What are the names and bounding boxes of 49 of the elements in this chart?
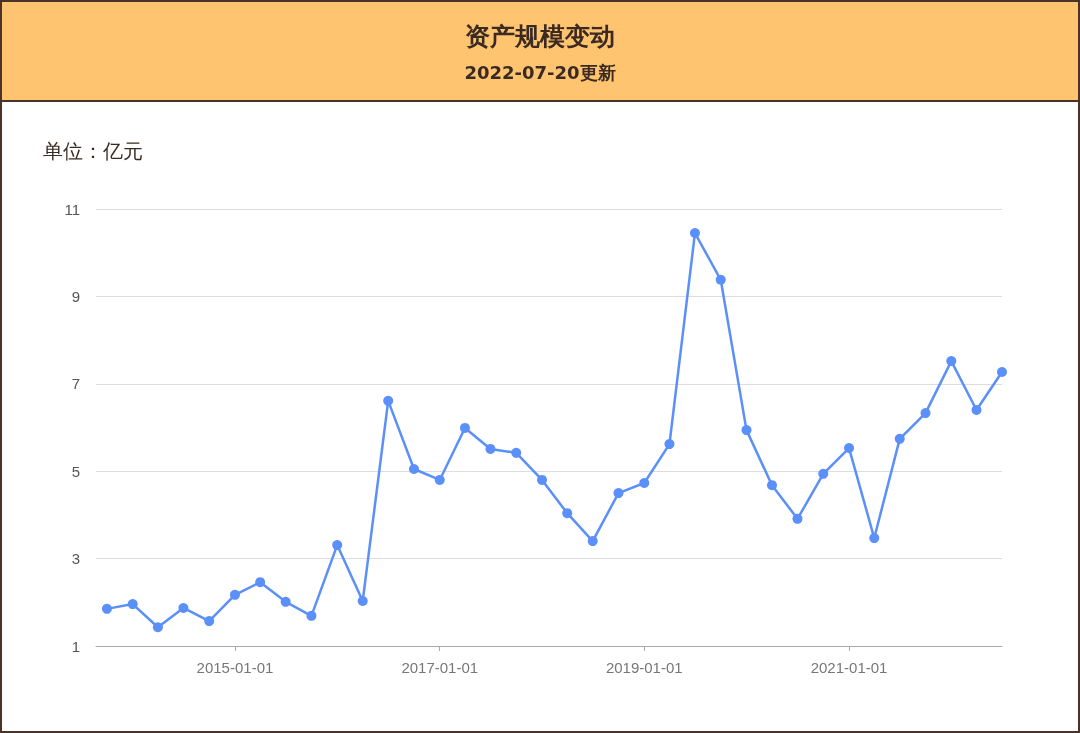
y-axis-title: 单位：亿元 [43, 139, 143, 163]
point [127, 599, 138, 610]
point [792, 513, 803, 524]
y-tick-label: 3 [71, 550, 80, 568]
point [844, 443, 855, 454]
x-tick-label: 2021-01-01 [810, 659, 888, 676]
point [818, 468, 829, 479]
point [997, 367, 1007, 377]
point [639, 478, 650, 488]
point [229, 589, 240, 600]
point [357, 595, 368, 606]
point [204, 616, 215, 627]
point [485, 443, 496, 454]
point [689, 228, 700, 239]
x-tick-label: 2015-01-01 [196, 659, 274, 676]
point [767, 480, 777, 491]
point [715, 274, 726, 285]
point [459, 422, 470, 433]
point [511, 447, 522, 458]
point [971, 405, 982, 416]
point [920, 408, 931, 419]
point [280, 596, 291, 607]
y-tick-label: 7 [71, 375, 80, 393]
y-tick-label: 5 [71, 462, 80, 480]
point [537, 474, 547, 485]
point [664, 439, 675, 450]
point [894, 433, 905, 444]
point [613, 488, 624, 499]
point [741, 425, 752, 436]
point [587, 536, 598, 547]
point [434, 474, 445, 485]
point [306, 610, 317, 621]
x-tick-label: 2019-01-01 [605, 659, 683, 676]
point [152, 622, 163, 633]
y-tick-label: 1 [71, 637, 80, 655]
chart-title: 资产规模变动 [464, 21, 616, 53]
point [178, 602, 189, 613]
point [408, 464, 419, 475]
y-tick-label: 9 [71, 287, 80, 305]
y-tick-label: 11 [64, 200, 80, 218]
point [332, 540, 343, 551]
x-tick-label: 2017-01-01 [401, 659, 479, 676]
point [255, 577, 266, 588]
point [946, 356, 957, 367]
chart-subtitle: 2022-07-20更新 [463, 61, 617, 85]
point [101, 603, 112, 614]
point [562, 508, 573, 519]
point [869, 533, 880, 544]
point [383, 395, 394, 406]
